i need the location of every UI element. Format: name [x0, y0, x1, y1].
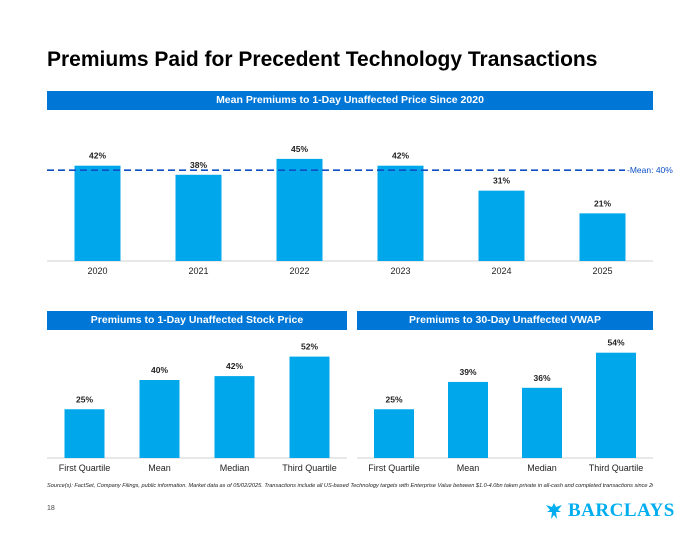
data-label: 38%	[190, 160, 207, 170]
chart-1-day-premiums: 25% First Quartile 40% Mean 42% Median 52% Thir…	[47, 342, 347, 473]
bar	[214, 376, 255, 458]
chart-title-banner-30-day-vwap: Premiums to 30-Day Unaffected VWAP	[357, 311, 653, 330]
logo-text: BARCLAYS	[568, 500, 675, 521]
x-tick-label: Mean	[457, 463, 480, 473]
x-tick-label: 2024	[491, 266, 511, 276]
x-tick-label: Third Quartile	[282, 463, 337, 473]
data-label: 39%	[459, 367, 476, 377]
barclays-logo: BARCLAYS	[543, 500, 675, 522]
x-tick-label: Median	[527, 463, 557, 473]
bar	[596, 352, 636, 458]
page-number: 18	[47, 505, 55, 512]
bar	[579, 213, 626, 261]
x-tick-label: 2025	[592, 266, 612, 276]
x-tick-label: 2022	[289, 266, 309, 276]
chart-mean-premiums-by-year: 42% 2020 38% 2021 45% 2022 42% 2023 31% 2024 21% 20…	[47, 144, 673, 276]
eagle-icon	[546, 503, 562, 519]
bar	[175, 174, 222, 261]
data-label: 54%	[607, 338, 624, 348]
data-label: 42%	[226, 361, 243, 371]
data-label: 45%	[291, 144, 308, 154]
bar	[377, 165, 424, 261]
x-tick-label: First Quartile	[59, 463, 111, 473]
data-label: 52%	[301, 342, 318, 352]
bar	[139, 380, 180, 458]
bar	[448, 381, 488, 458]
data-label: 31%	[493, 176, 510, 186]
mean-line-label: -Mean: 40%	[627, 165, 673, 175]
x-tick-label: 2021	[188, 266, 208, 276]
bar	[74, 165, 121, 261]
x-tick-label: Median	[220, 463, 250, 473]
bar	[64, 409, 105, 458]
x-tick-label: 2020	[87, 266, 107, 276]
x-tick-label: Mean	[148, 463, 171, 473]
data-label: 25%	[385, 394, 402, 404]
bar	[478, 190, 525, 261]
bar	[276, 158, 323, 261]
chart-title-banner-mean-premiums: Mean Premiums to 1-Day Unaffected Price …	[47, 91, 653, 110]
data-label: 42%	[89, 151, 106, 161]
x-tick-label: First Quartile	[368, 463, 420, 473]
data-label: 25%	[76, 394, 93, 404]
chart-title-banner-1-day-premiums: Premiums to 1-Day Unaffected Stock Price	[47, 311, 347, 330]
bar	[522, 387, 562, 458]
x-tick-label: 2023	[390, 266, 410, 276]
data-label: 40%	[151, 365, 168, 375]
source-footnote: Source(s): FactSet, Company Filings, pub…	[47, 483, 653, 489]
bar	[374, 409, 414, 458]
data-label: 21%	[594, 198, 611, 208]
page-title: Premiums Paid for Precedent Technology T…	[47, 48, 598, 71]
x-tick-label: Third Quartile	[589, 463, 644, 473]
bar	[289, 356, 330, 458]
data-label: 36%	[533, 373, 550, 383]
chart-30-day-vwap-premiums: 25% First Quartile 39% Mean 36% Median 54% Thir…	[357, 338, 653, 473]
data-label: 42%	[392, 151, 409, 161]
